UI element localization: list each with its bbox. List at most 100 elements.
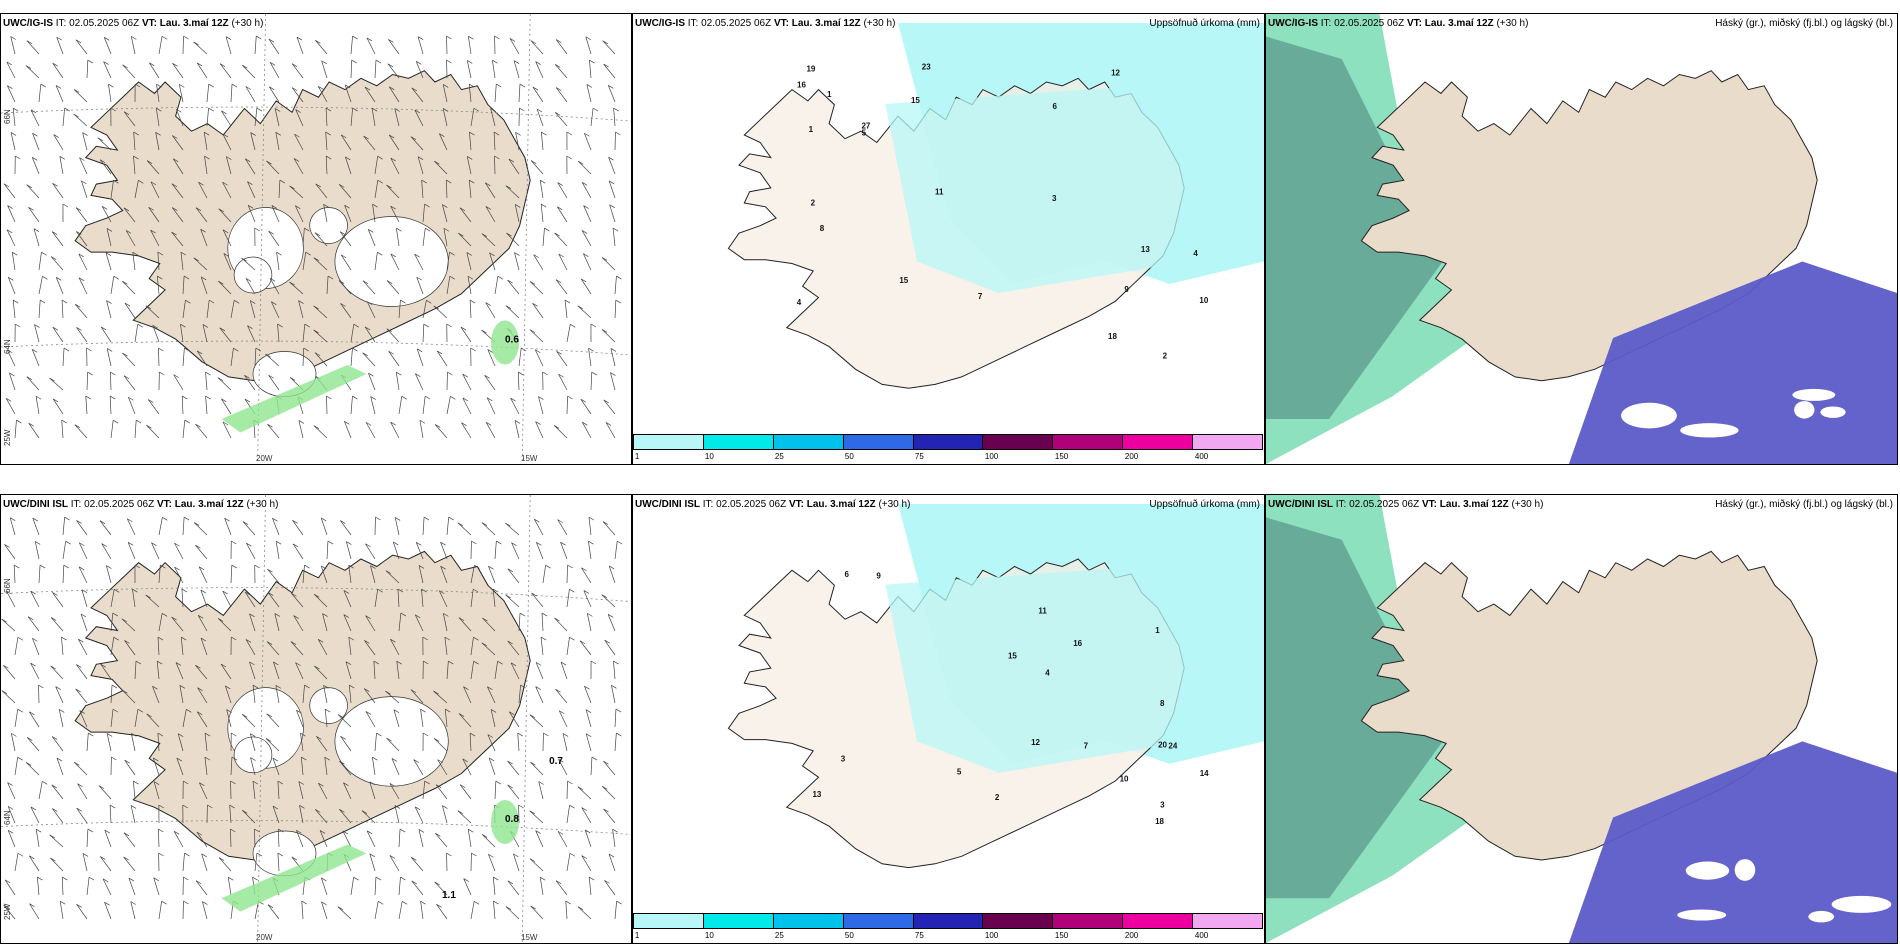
wind-barb bbox=[86, 733, 89, 752]
wind-barb bbox=[605, 422, 616, 439]
wind-barb bbox=[302, 324, 306, 343]
wind-barb bbox=[198, 181, 208, 199]
wind-barb bbox=[152, 325, 160, 343]
wind-barb bbox=[217, 377, 232, 391]
graticule-lat bbox=[1, 340, 631, 356]
wind-barb-flag bbox=[269, 278, 276, 282]
wind-barb-flag bbox=[153, 781, 160, 785]
wind-barb bbox=[440, 566, 448, 584]
wind-barb bbox=[124, 640, 136, 656]
wind-barb bbox=[588, 517, 592, 536]
graticule-lat bbox=[1, 106, 631, 122]
wind-barb-flag bbox=[131, 733, 137, 737]
wind-barb bbox=[342, 830, 352, 848]
wind-barb-flag bbox=[538, 781, 544, 785]
lat-label: 66N bbox=[632, 550, 634, 565]
wind-barb bbox=[10, 132, 16, 151]
wind-barb-flag bbox=[268, 592, 274, 596]
wind-barb bbox=[398, 396, 403, 415]
wind-barb-flag bbox=[608, 853, 615, 858]
wind-barb bbox=[373, 661, 376, 680]
wind-barb-flag bbox=[462, 758, 468, 763]
wind-barb-flag bbox=[52, 182, 58, 187]
wind-barb bbox=[241, 257, 256, 271]
wind-barb-flag bbox=[416, 276, 422, 281]
wind-barb-flag bbox=[420, 900, 426, 905]
wind-barb-flag bbox=[313, 305, 319, 310]
wind-barb-flag bbox=[273, 661, 279, 666]
precip-value: 23 bbox=[922, 63, 931, 72]
wind-barb bbox=[339, 231, 352, 247]
wind-barb bbox=[457, 810, 472, 824]
wind-barb-flag bbox=[4, 544, 10, 548]
wind-barb-flag bbox=[87, 828, 94, 833]
wind-barb bbox=[61, 637, 64, 656]
wind-barb-flag bbox=[411, 87, 418, 92]
wind-barb bbox=[555, 279, 568, 295]
wind-barb-flag bbox=[73, 89, 80, 93]
wind-barb bbox=[362, 352, 376, 367]
wind-barb bbox=[509, 711, 520, 728]
wind-barb-flag bbox=[555, 279, 562, 284]
wind-barb bbox=[26, 376, 40, 391]
wind-barb-flag bbox=[224, 517, 230, 522]
wind-barb-flag bbox=[494, 35, 500, 40]
wind-barb bbox=[488, 757, 496, 776]
wind-barb bbox=[580, 398, 592, 415]
wind-barb bbox=[585, 709, 592, 728]
wind-barb bbox=[195, 207, 208, 223]
wind-barb-flag bbox=[530, 40, 537, 44]
wind-barb bbox=[158, 828, 160, 848]
wind-barb bbox=[366, 830, 376, 848]
wind-barb bbox=[345, 156, 352, 175]
wind-barb-flag bbox=[145, 594, 151, 599]
wind-barb-flag bbox=[553, 425, 560, 429]
wind-barb-flag bbox=[591, 756, 598, 761]
wind-barb bbox=[414, 806, 424, 824]
wind-barb bbox=[577, 906, 592, 920]
wind-barb-flag bbox=[183, 876, 189, 881]
wind-barb-flag bbox=[577, 305, 583, 310]
wind-barb bbox=[291, 593, 304, 608]
high-cloud bbox=[1266, 36, 1443, 419]
wind-barb bbox=[514, 204, 520, 223]
wind-barb bbox=[467, 36, 472, 55]
wind-barb-flag bbox=[535, 662, 542, 666]
wind-barb-flag bbox=[12, 251, 18, 256]
wind-barb-flag bbox=[487, 686, 493, 691]
wind-barb bbox=[481, 522, 496, 536]
wind-barb-flag bbox=[424, 780, 430, 785]
wind-barb bbox=[374, 877, 377, 896]
wind-barb bbox=[123, 856, 136, 872]
wind-barb-flag bbox=[122, 280, 128, 285]
wind-barb-flag bbox=[156, 83, 162, 88]
wind-barb bbox=[314, 665, 328, 680]
wind-barb-flag bbox=[195, 423, 201, 428]
lon-label: 25W bbox=[3, 903, 12, 920]
wind-barb bbox=[301, 901, 304, 920]
wind-barb-flag bbox=[602, 786, 608, 790]
wind-barb bbox=[413, 759, 424, 776]
wind-barb-flag bbox=[581, 230, 588, 234]
wind-barb-flag bbox=[3, 904, 9, 909]
wind-barb-flag bbox=[300, 732, 306, 737]
wind-barb bbox=[398, 613, 402, 632]
wind-barb-flag bbox=[481, 834, 488, 838]
wind-barb-flag bbox=[415, 614, 421, 619]
wind-barb-flag bbox=[148, 206, 154, 211]
wind-barb bbox=[268, 231, 280, 247]
wind-barb-flag bbox=[51, 784, 58, 789]
wind-barb bbox=[76, 231, 88, 247]
wind-barb bbox=[230, 757, 233, 776]
wind-barb bbox=[49, 377, 64, 391]
wind-barb-flag bbox=[539, 876, 546, 881]
wind-barb bbox=[470, 637, 474, 656]
wind-barb bbox=[295, 205, 304, 223]
wind-barb-flag bbox=[471, 852, 477, 857]
wind-barb-flag bbox=[271, 205, 278, 209]
wind-barb bbox=[223, 253, 232, 271]
wind-barb bbox=[267, 423, 280, 439]
wind-barb-flag bbox=[581, 278, 587, 283]
wind-barb-flag bbox=[183, 516, 190, 521]
wind-barb-flag bbox=[402, 900, 408, 905]
